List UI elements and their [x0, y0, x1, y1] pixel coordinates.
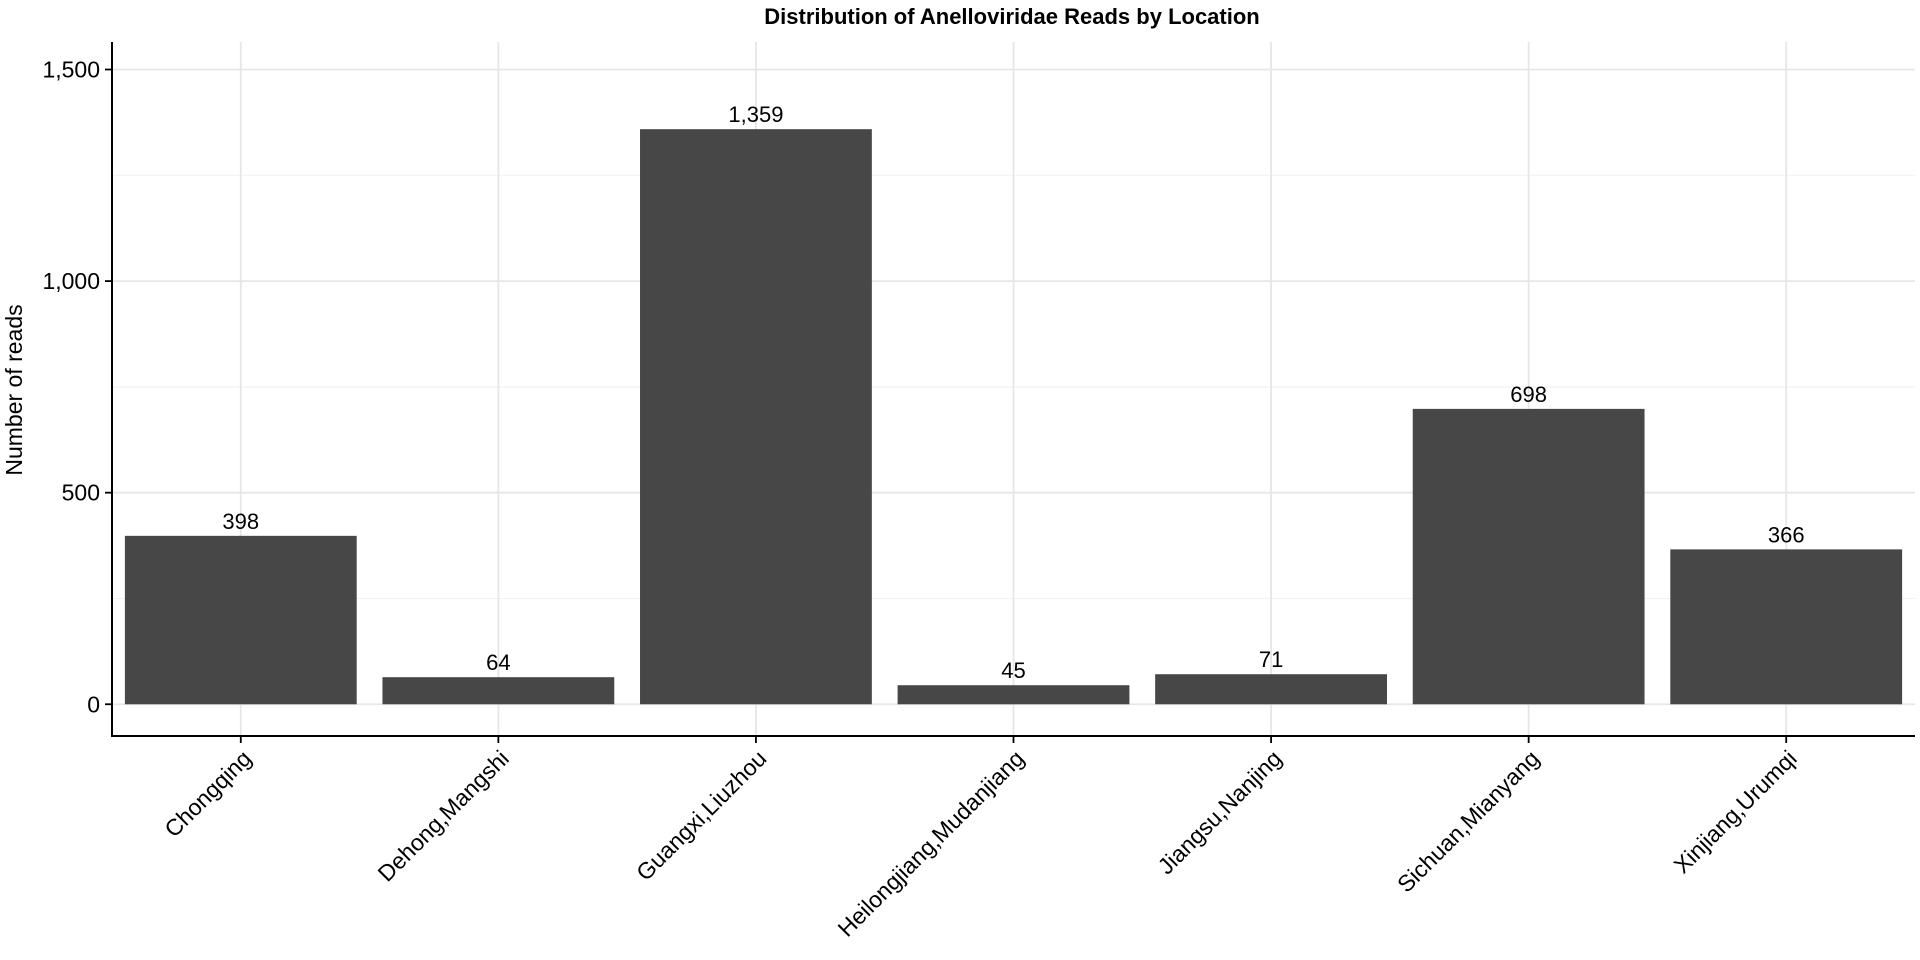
- x-tick-label: Jiangsu,Nanjing: [1152, 745, 1286, 879]
- bar-chongqing: [125, 536, 357, 704]
- x-tick-label: Xinjiang,Urumqi: [1669, 745, 1802, 878]
- y-tick-label: 1,500: [42, 57, 100, 83]
- bar-dehong-mangshi: [382, 677, 614, 704]
- y-tick-label: 500: [62, 480, 100, 506]
- chart-title: Distribution of Anelloviridae Reads by L…: [764, 4, 1259, 29]
- data-label: 698: [1510, 382, 1547, 407]
- y-tick-label: 0: [87, 691, 100, 717]
- bar-xinjiang-urumqi: [1670, 549, 1902, 704]
- bar-sichuan-mianyang: [1413, 409, 1645, 704]
- y-tick-labels: 0 500 1,000 1,500: [42, 57, 100, 718]
- y-tick-label: 1,000: [42, 268, 100, 294]
- x-tick-label: Guangxi,Liuzhou: [631, 745, 771, 885]
- data-label: 398: [222, 509, 259, 534]
- x-tick-label: Chongqing: [159, 745, 256, 842]
- x-tick-labels: Chongqing Dehong,Mangshi Guangxi,Liuzhou He…: [159, 745, 1801, 942]
- data-label: 71: [1259, 647, 1283, 672]
- y-axis-label: Number of reads: [1, 304, 27, 475]
- bar-guangxi-liuzhou: [640, 129, 872, 704]
- data-label: 45: [1001, 658, 1025, 683]
- x-tick-label: Heilongjiang,Mudanjiang: [833, 745, 1030, 942]
- x-tick-label: Sichuan,Mianyang: [1392, 745, 1544, 897]
- data-label: 64: [486, 650, 510, 675]
- bar-heilongjiang-mudanjiang: [898, 685, 1130, 704]
- data-label: 366: [1768, 522, 1805, 547]
- data-label: 1,359: [728, 102, 783, 127]
- x-tick-label: Dehong,Mangshi: [373, 745, 514, 886]
- bar-jiangsu-nanjing: [1155, 674, 1387, 704]
